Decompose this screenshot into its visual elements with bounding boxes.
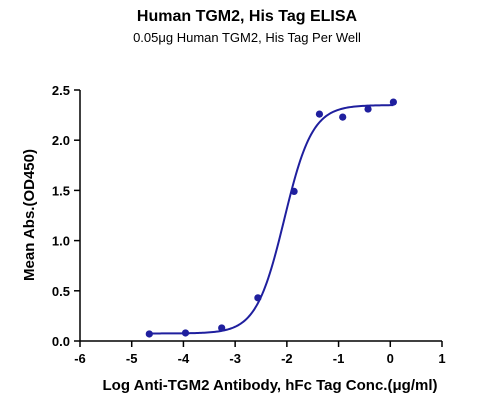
chart-subtitle: 0.05μg Human TGM2, His Tag Per Well bbox=[133, 30, 361, 45]
data-point bbox=[364, 105, 372, 113]
y-tick-label: 2.5 bbox=[52, 83, 70, 98]
data-point bbox=[389, 98, 397, 106]
y-tick-label: 1.5 bbox=[52, 183, 70, 198]
y-tick-label: 1.0 bbox=[52, 234, 70, 249]
y-tick-label: 0.5 bbox=[52, 284, 70, 299]
x-tick-label: -1 bbox=[333, 351, 345, 366]
x-tick-label: -6 bbox=[74, 351, 86, 366]
data-point bbox=[339, 113, 347, 121]
data-point bbox=[315, 110, 324, 118]
x-tick-label: -2 bbox=[281, 351, 293, 366]
x-tick-label: -3 bbox=[229, 351, 241, 366]
fit-curve-group bbox=[149, 104, 394, 335]
data-point bbox=[254, 294, 262, 302]
x-tick-label: -4 bbox=[178, 351, 190, 366]
data-point bbox=[290, 187, 298, 196]
fit-curve bbox=[149, 104, 394, 335]
data-point bbox=[181, 329, 190, 337]
x-tick-label: 0 bbox=[387, 351, 394, 366]
x-tick-label: 1 bbox=[438, 351, 445, 366]
data-point bbox=[145, 330, 153, 338]
y-axis-label: Mean Abs.(OD450) bbox=[21, 149, 38, 281]
chart-title: Human TGM2, His Tag ELISA bbox=[137, 8, 358, 25]
y-tick-label: 0.0 bbox=[52, 334, 70, 349]
data-points bbox=[145, 98, 397, 338]
x-tick-label: -5 bbox=[126, 351, 138, 366]
x-axis-label: Log Anti-TGM2 Antibody, hFc Tag Conc.(μg… bbox=[103, 377, 438, 394]
axes: -6 -5 -4 -3 -2 -1 0 1 0.0 0.5 1.0 1.5 2.0 2.5 bbox=[52, 83, 446, 366]
data-point bbox=[218, 324, 226, 332]
y-tick-label: 2.0 bbox=[52, 133, 70, 148]
